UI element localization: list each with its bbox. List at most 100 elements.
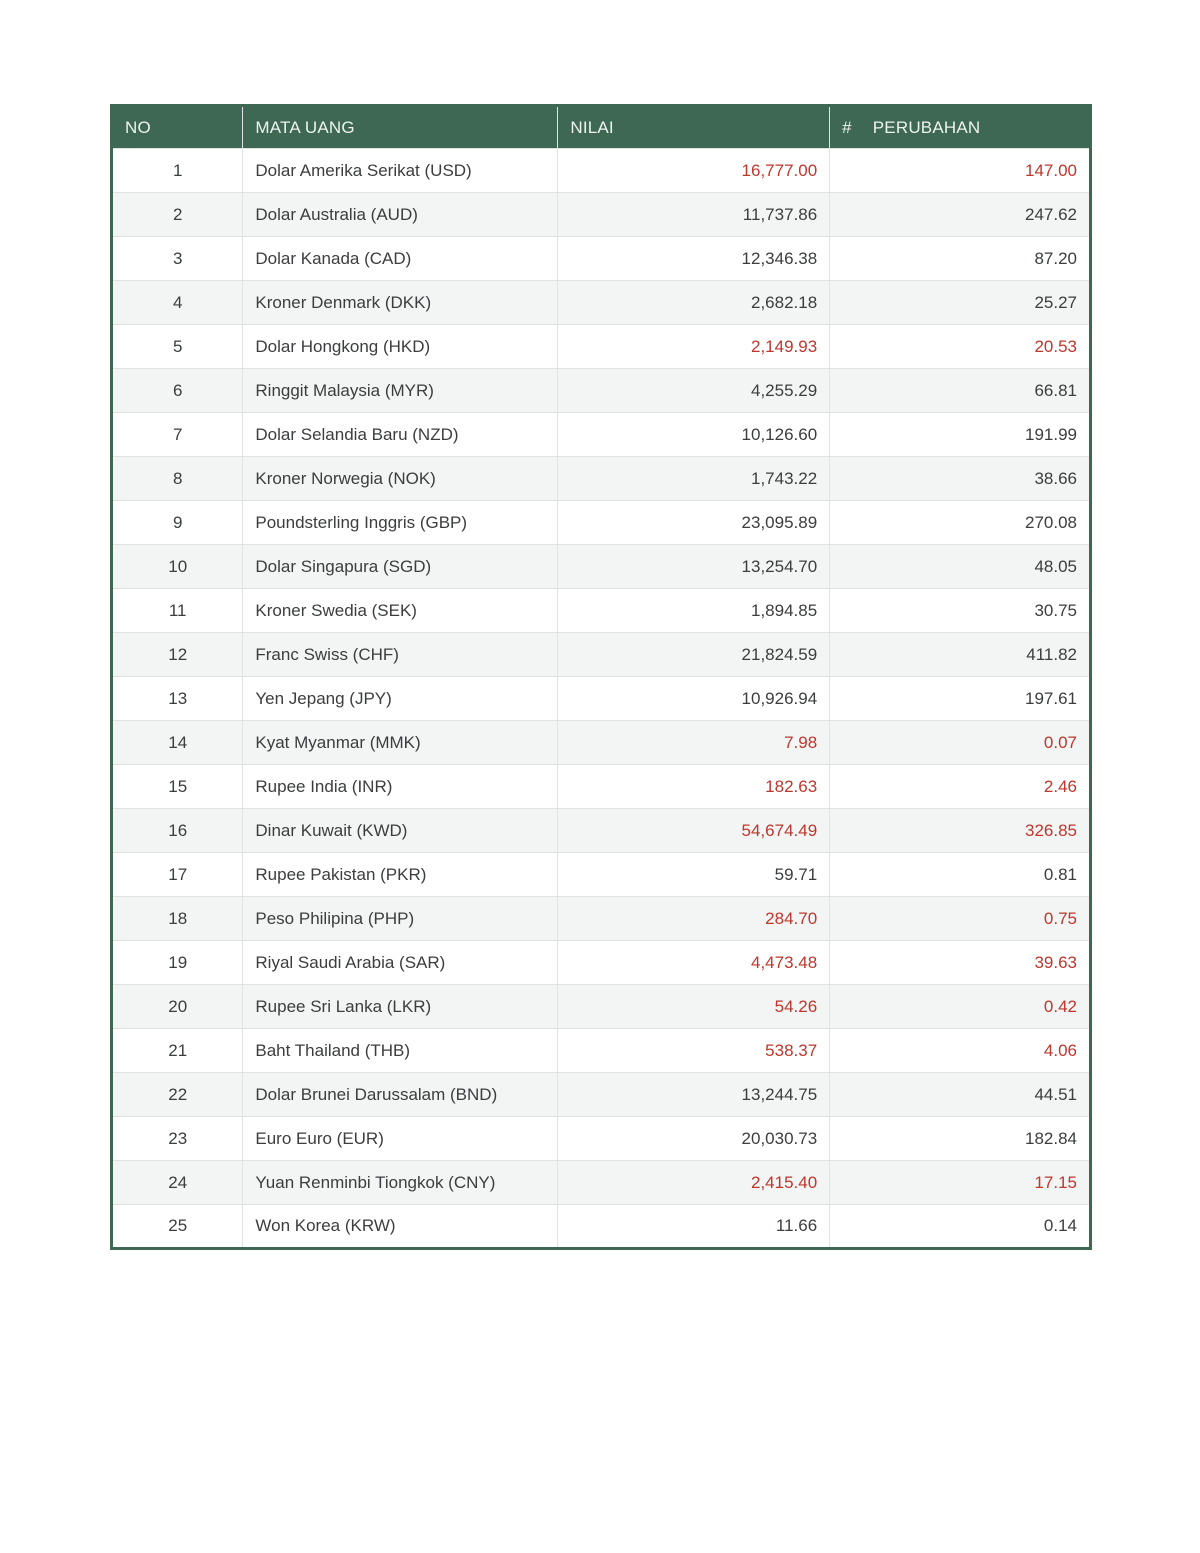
currency-change: 39.63 — [1034, 952, 1077, 972]
currency-rates-table: NO MATA UANG NILAI # PERUBAHAN 1 Dolar A… — [110, 104, 1092, 1250]
currency-name: Yen Jepang (JPY) — [242, 676, 559, 721]
table-row: 19 Riyal Saudi Arabia (SAR) 4,473.48 39.… — [111, 940, 1091, 985]
row-number: 5 — [111, 324, 244, 369]
currency-change: 0.42 — [1043, 996, 1077, 1016]
table-body: 1 Dolar Amerika Serikat (USD) 16,777.00 … — [111, 148, 1091, 1249]
currency-name: Kyat Myanmar (MMK) — [242, 720, 559, 765]
currency-name: Rupee India (INR) — [242, 764, 559, 809]
currency-name: Euro Euro (EUR) — [242, 1116, 559, 1161]
currency-rates-table-container: NO MATA UANG NILAI # PERUBAHAN 1 Dolar A… — [110, 104, 1092, 1250]
currency-name: Yuan Renminbi Tiongkok (CNY) — [242, 1160, 559, 1205]
currency-change: 87.20 — [1034, 248, 1077, 268]
currency-name: Dolar Amerika Serikat (USD) — [242, 148, 559, 193]
row-number: 4 — [111, 280, 244, 325]
currency-name: Poundsterling Inggris (GBP) — [242, 500, 559, 545]
table-row: 20 Rupee Sri Lanka (LKR) 54.26 0.42 — [111, 984, 1091, 1029]
table-row: 14 Kyat Myanmar (MMK) 7.98 0.07 — [111, 720, 1091, 765]
row-number: 17 — [111, 852, 244, 897]
column-header-change-label: PERUBAHAN — [872, 117, 981, 137]
table-row: 11 Kroner Swedia (SEK) 1,894.85 30.75 — [111, 588, 1091, 633]
table-row: 12 Franc Swiss (CHF) 21,824.59 411.82 — [111, 632, 1091, 677]
row-number: 20 — [111, 984, 244, 1029]
row-number: 3 — [111, 236, 244, 281]
table-row: 24 Yuan Renminbi Tiongkok (CNY) 2,415.40… — [111, 1160, 1091, 1205]
row-number: 19 — [111, 940, 244, 985]
row-number: 21 — [111, 1028, 244, 1073]
currency-value: 59.71 — [557, 852, 831, 897]
currency-value: 10,126.60 — [557, 412, 831, 457]
currency-value: 13,244.75 — [557, 1072, 831, 1117]
currency-name: Rupee Pakistan (PKR) — [242, 852, 559, 897]
table-row: 8 Kroner Norwegia (NOK) 1,743.22 38.66 — [111, 456, 1091, 501]
currency-change: 0.14 — [1043, 1216, 1077, 1235]
currency-change: 0.75 — [1043, 908, 1077, 928]
row-number: 6 — [111, 368, 244, 413]
currency-value: 4,255.29 — [557, 368, 831, 413]
row-number: 22 — [111, 1072, 244, 1117]
table-row: 10 Dolar Singapura (SGD) 13,254.70 48.05 — [111, 544, 1091, 589]
currency-value: 1,743.22 — [557, 456, 831, 501]
currency-name: Franc Swiss (CHF) — [242, 632, 559, 677]
table-row: 6 Ringgit Malaysia (MYR) 4,255.29 66.81 — [111, 368, 1091, 413]
currency-value: 11.66 — [557, 1204, 831, 1249]
row-number: 10 — [111, 544, 244, 589]
table-row: 4 Kroner Denmark (DKK) 2,682.18 25.27 — [111, 280, 1091, 325]
currency-value: 54.26 — [557, 984, 831, 1029]
currency-value: 54,674.49 — [557, 808, 831, 853]
currency-change: 411.82 — [1026, 644, 1077, 664]
row-number: 18 — [111, 896, 244, 941]
row-number: 11 — [111, 588, 244, 633]
table-row: 18 Peso Philipina (PHP) 284.70 0.75 — [111, 896, 1091, 941]
row-number: 25 — [111, 1204, 244, 1249]
currency-name: Dinar Kuwait (KWD) — [242, 808, 559, 853]
currency-name: Won Korea (KRW) — [242, 1204, 559, 1249]
currency-value: 10,926.94 — [557, 676, 831, 721]
currency-change: 17.15 — [1034, 1172, 1077, 1192]
currency-value: 2,149.93 — [557, 324, 831, 369]
currency-value: 7.98 — [557, 720, 831, 765]
currency-value: 12,346.38 — [557, 236, 831, 281]
currency-value: 20,030.73 — [557, 1116, 831, 1161]
table-row: 23 Euro Euro (EUR) 20,030.73 182.84 — [111, 1116, 1091, 1161]
currency-value: 23,095.89 — [557, 500, 831, 545]
table-row: 1 Dolar Amerika Serikat (USD) 16,777.00 … — [111, 148, 1091, 193]
column-header-no: NO — [111, 105, 244, 149]
currency-value: 13,254.70 — [557, 544, 831, 589]
currency-value: 2,682.18 — [557, 280, 831, 325]
currency-change: 147.00 — [1025, 160, 1077, 180]
currency-change: 270.08 — [1025, 512, 1077, 532]
table-row: 2 Dolar Australia (AUD) 11,737.86 247.62 — [111, 192, 1091, 237]
table-row: 13 Yen Jepang (JPY) 10,926.94 197.61 — [111, 676, 1091, 721]
currency-value: 284.70 — [557, 896, 831, 941]
currency-name: Dolar Selandia Baru (NZD) — [242, 412, 559, 457]
currency-value: 21,824.59 — [557, 632, 831, 677]
currency-change: 247.62 — [1025, 204, 1077, 224]
hash-icon: # — [842, 117, 852, 137]
row-number: 2 — [111, 192, 244, 237]
currency-name: Dolar Brunei Darussalam (BND) — [242, 1072, 559, 1117]
currency-change: 326.85 — [1025, 820, 1077, 840]
currency-value: 16,777.00 — [557, 148, 831, 193]
currency-name: Ringgit Malaysia (MYR) — [242, 368, 559, 413]
currency-change: 30.75 — [1034, 600, 1077, 620]
currency-name: Kroner Denmark (DKK) — [242, 280, 559, 325]
row-number: 1 — [111, 148, 244, 193]
currency-change: 0.81 — [1043, 864, 1077, 884]
table-row: 16 Dinar Kuwait (KWD) 54,674.49 326.85 — [111, 808, 1091, 853]
currency-change: 4.06 — [1043, 1040, 1077, 1060]
table-row: 17 Rupee Pakistan (PKR) 59.71 0.81 — [111, 852, 1091, 897]
currency-change: 182.84 — [1025, 1128, 1077, 1148]
table-row: 25 Won Korea (KRW) 11.66 0.14 — [111, 1204, 1091, 1249]
currency-change: 66.81 — [1034, 380, 1077, 400]
currency-change: 197.61 — [1025, 688, 1077, 708]
currency-name: Riyal Saudi Arabia (SAR) — [242, 940, 559, 985]
table-header-row: NO MATA UANG NILAI # PERUBAHAN — [111, 105, 1091, 149]
column-header-currency-label: MATA UANG — [255, 117, 355, 137]
row-number: 9 — [111, 500, 244, 545]
row-number: 13 — [111, 676, 244, 721]
currency-value: 11,737.86 — [557, 192, 831, 237]
currency-name: Dolar Australia (AUD) — [242, 192, 559, 237]
currency-change: 48.05 — [1034, 556, 1077, 576]
currency-name: Baht Thailand (THB) — [242, 1028, 559, 1073]
currency-change: 2.46 — [1043, 776, 1077, 796]
